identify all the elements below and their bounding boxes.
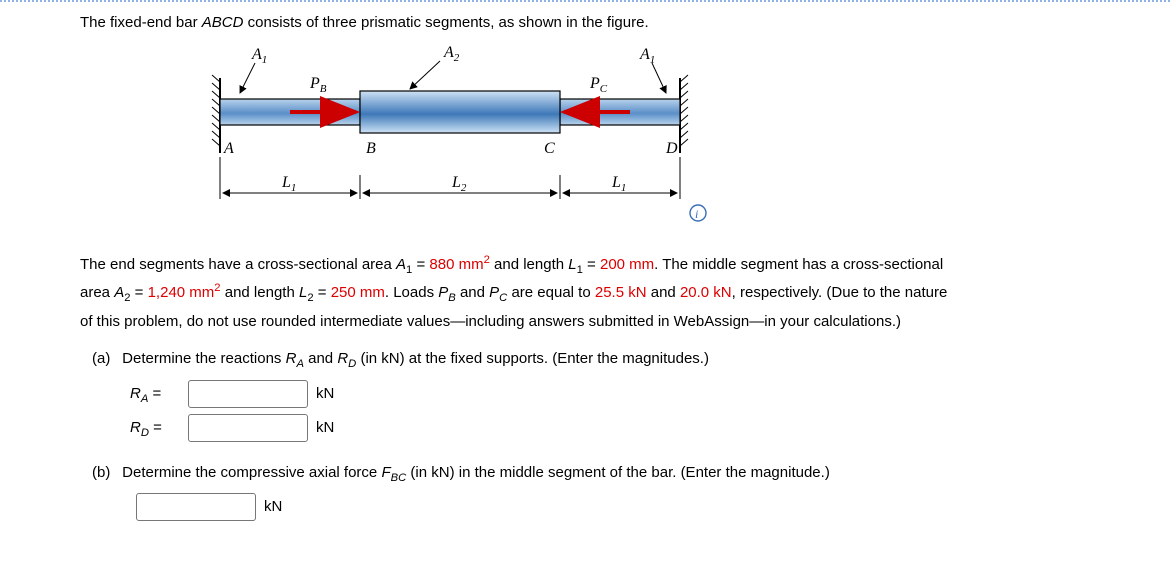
svg-text:B: B — [366, 140, 376, 157]
part-a-label: (a) — [92, 346, 118, 372]
rd-sym: R — [337, 350, 348, 367]
eq4: = — [314, 284, 331, 301]
p1c: . The middle segment has a cross-section… — [654, 256, 943, 273]
svg-text:C: C — [544, 140, 555, 157]
given-paragraph: The end segments have a cross-sectional … — [80, 251, 1140, 337]
p2d: , respectively. (Due to the nature — [732, 284, 948, 301]
svg-text:PB: PB — [309, 75, 327, 95]
fbc-sub: BC — [391, 472, 407, 484]
fbc-input[interactable] — [136, 493, 256, 521]
eq1: = — [412, 256, 429, 273]
svg-text:A1: A1 — [639, 46, 655, 66]
part-b-label: (b) — [92, 460, 118, 486]
svg-text:D: D — [665, 140, 678, 157]
ra-sym2: R — [130, 385, 141, 402]
rd-input[interactable] — [188, 414, 308, 442]
eq3: = — [130, 284, 147, 301]
rd-sym2: R — [130, 419, 141, 436]
ra-sym: R — [286, 350, 297, 367]
svg-text:L1: L1 — [611, 174, 626, 194]
p2b: . Loads — [385, 284, 438, 301]
pcval: 20.0 kN — [680, 284, 732, 301]
part-a-text1: Determine the reactions — [122, 350, 285, 367]
figure: A1 A2 A1 PB PC A B C D L1 L2 L1 i — [200, 43, 1140, 237]
pbsub: B — [448, 292, 456, 304]
ra-input[interactable] — [188, 380, 308, 408]
p2a: area — [80, 284, 114, 301]
a2sym: A — [114, 284, 124, 301]
svg-text:L1: L1 — [281, 174, 296, 194]
pcsym: P — [489, 284, 499, 301]
eq2: = — [583, 256, 600, 273]
a2val: 1,240 mm — [148, 284, 215, 301]
rd-unit: kN — [316, 416, 334, 440]
fbc-unit: kN — [264, 495, 282, 519]
bar-name: ABCD — [202, 14, 244, 31]
and2: and — [647, 284, 680, 301]
answer-row-ra: RA = kN — [130, 380, 1140, 408]
intro-suffix: consists of three prismatic segments, as… — [243, 14, 648, 31]
part-a-text2: (in kN) at the fixed supports. (Enter th… — [356, 350, 709, 367]
problem-page: The fixed-end bar ABCD consists of three… — [0, 0, 1170, 547]
part-a-and: and — [304, 350, 337, 367]
fbc-sym: F — [381, 464, 390, 481]
a1sym: A — [396, 256, 406, 273]
a1val: 880 mm — [429, 256, 483, 273]
ra-unit: kN — [316, 382, 334, 406]
part-b-text1: Determine the compressive axial force — [122, 464, 381, 481]
p1b: and length — [490, 256, 568, 273]
svg-text:A2: A2 — [443, 44, 460, 64]
pbsym: P — [438, 284, 448, 301]
part-b: (b) Determine the compressive axial forc… — [92, 460, 1140, 486]
figure-svg: A1 A2 A1 PB PC A B C D L1 L2 L1 i — [200, 43, 720, 233]
svg-text:L2: L2 — [451, 174, 467, 194]
svg-text:PC: PC — [589, 75, 608, 95]
svg-text:i: i — [695, 207, 698, 221]
answer-row-fbc: kN — [130, 493, 1140, 521]
pbval: 25.5 kN — [595, 284, 647, 301]
ra-label: RA = — [130, 382, 182, 406]
ra-sub2: A — [141, 393, 149, 405]
rd-label: RD = — [130, 416, 182, 440]
and1: and — [456, 284, 489, 301]
part-b-text2: (in kN) in the middle segment of the bar… — [406, 464, 830, 481]
p3: of this problem, do not use rounded inte… — [80, 313, 901, 330]
l1val: 200 mm — [600, 256, 654, 273]
intro-text: The fixed-end bar ABCD consists of three… — [80, 12, 1140, 35]
rd-sub2: D — [141, 427, 149, 439]
p2c: are equal to — [507, 284, 595, 301]
ra-sub: A — [296, 358, 304, 370]
part-a: (a) Determine the reactions RA and RD (i… — [92, 346, 1140, 372]
svg-text:A: A — [223, 140, 234, 157]
l1sym: L — [568, 256, 576, 273]
svg-text:A1: A1 — [251, 46, 267, 66]
l2val: 250 mm — [331, 284, 385, 301]
answer-row-rd: RD = kN — [130, 414, 1140, 442]
intro-prefix: The fixed-end bar — [80, 14, 202, 31]
p1a: The end segments have a cross-sectional … — [80, 256, 396, 273]
p1b2: and length — [221, 284, 299, 301]
